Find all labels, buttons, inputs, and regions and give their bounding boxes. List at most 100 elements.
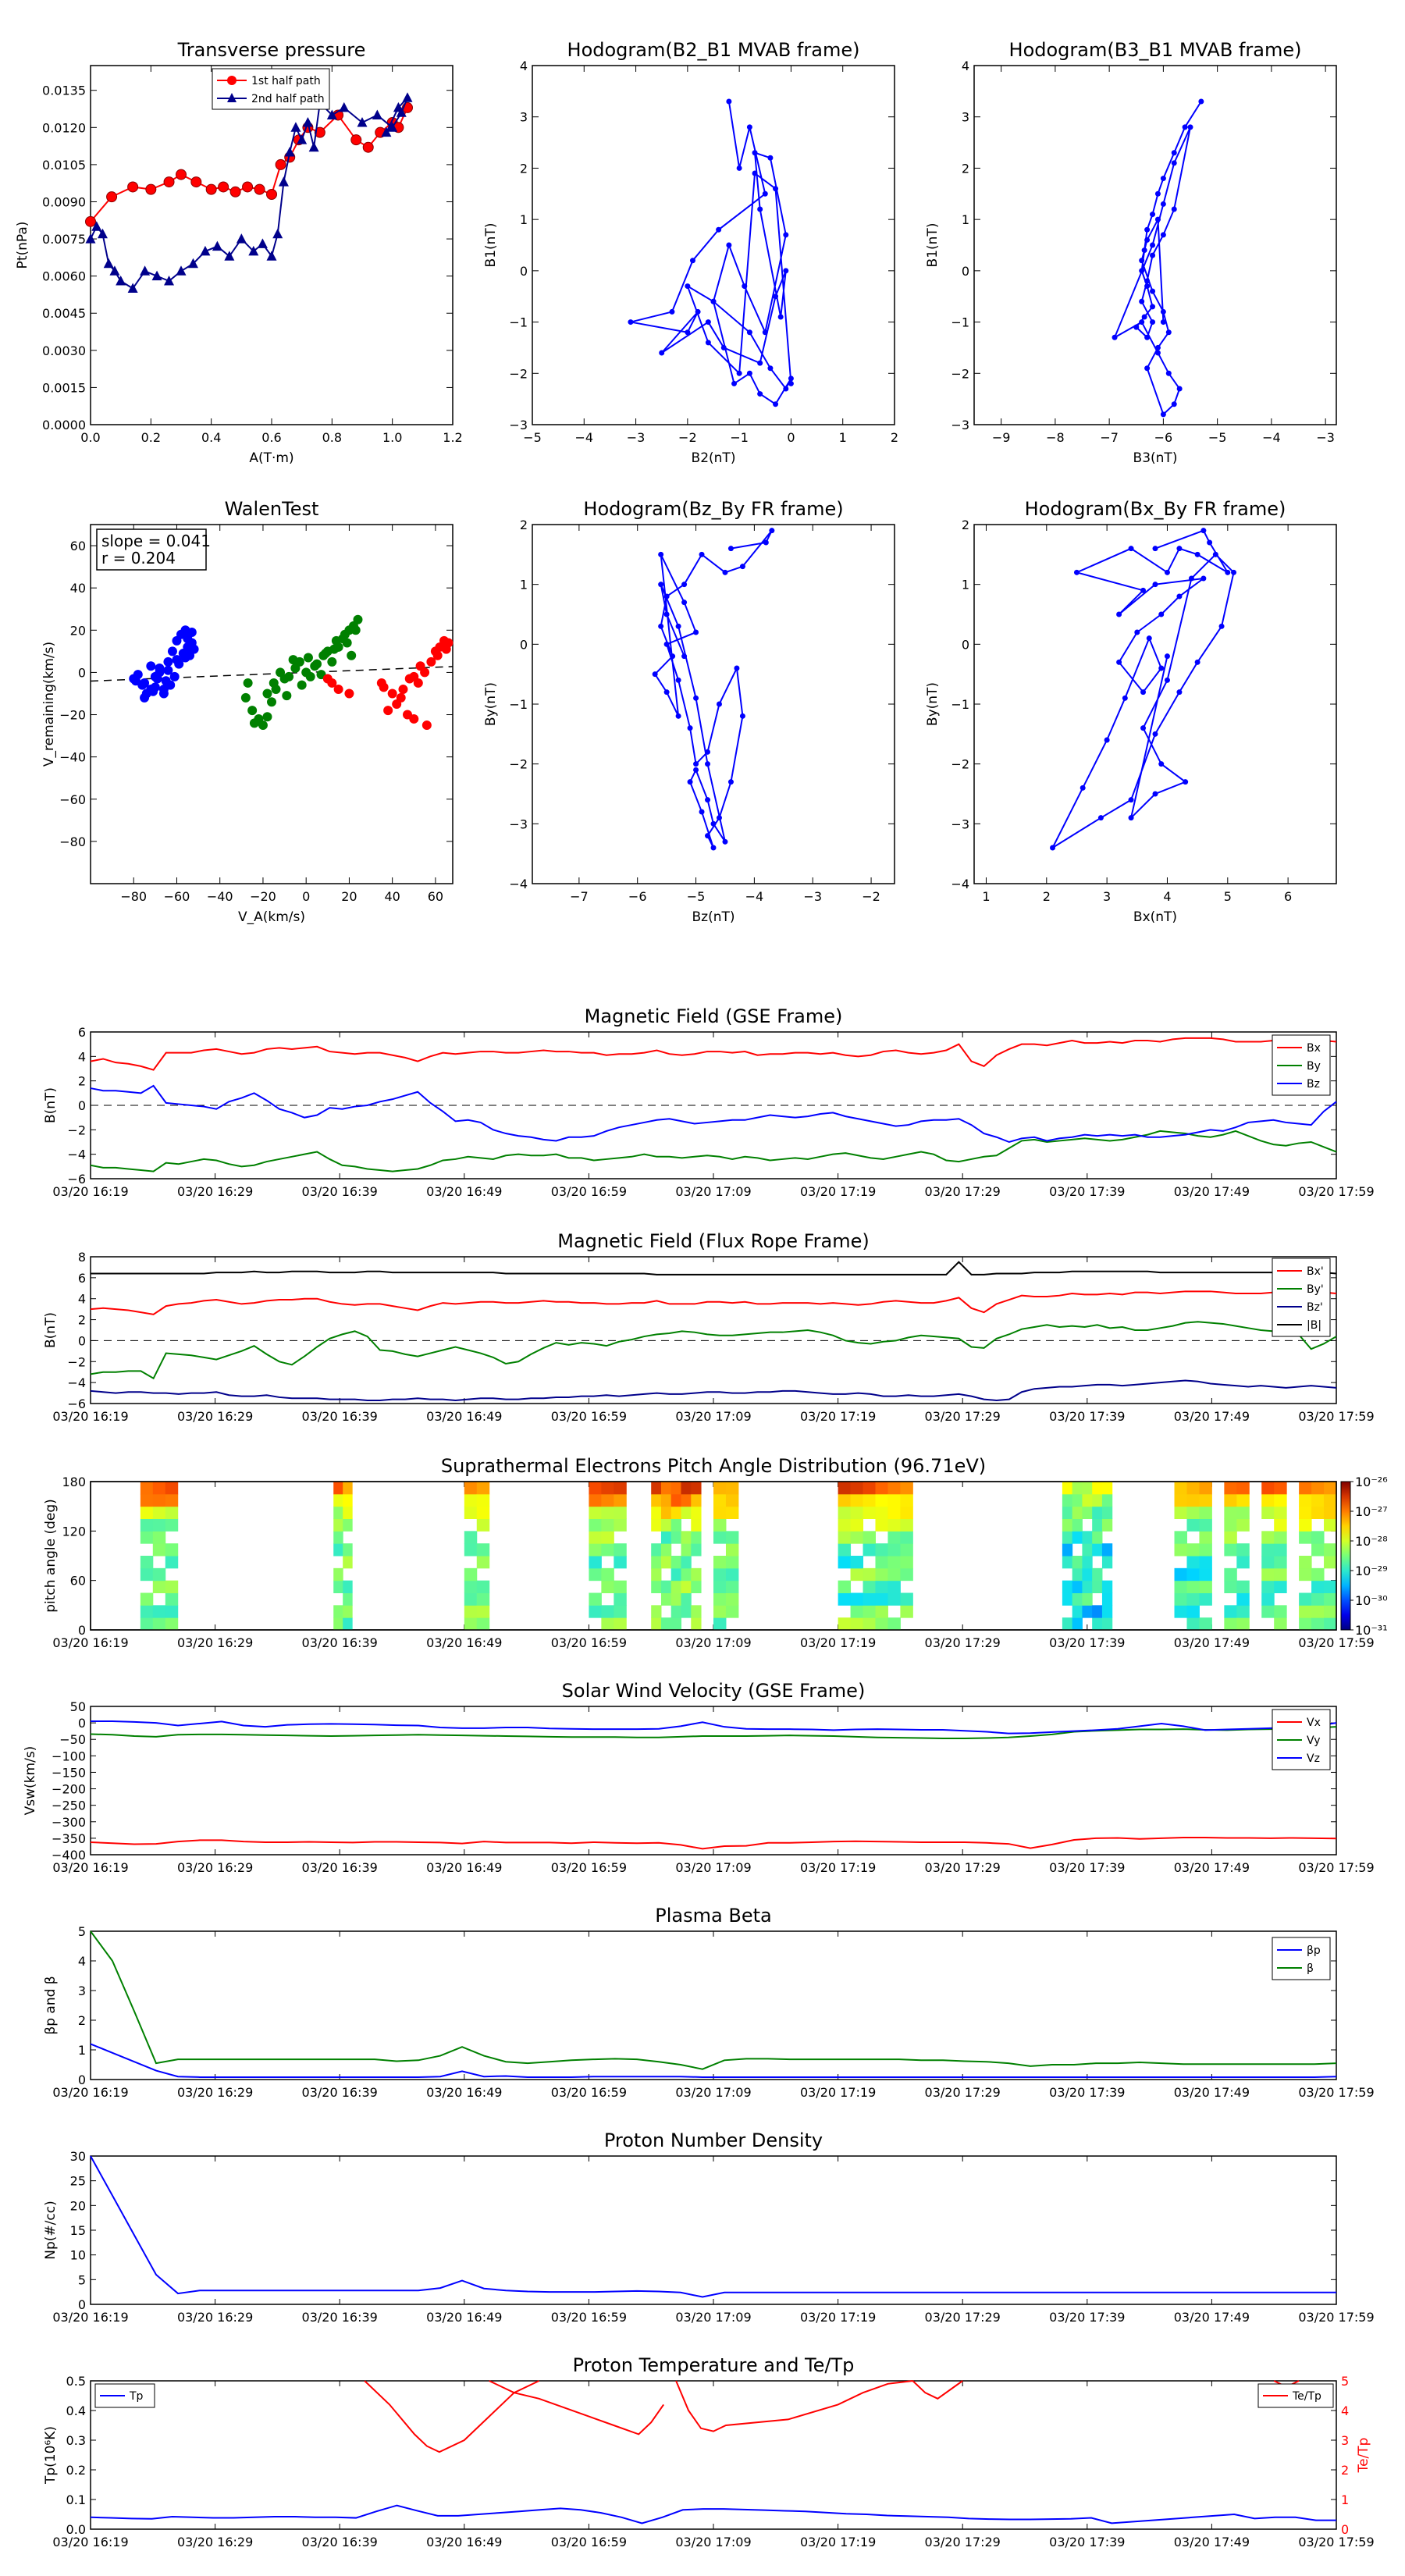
heatmap-cell — [343, 1482, 353, 1495]
time-tick-label: 03/20 16:39 — [302, 2310, 378, 2325]
x-tick-label: −7 — [570, 889, 589, 904]
heatmap-cell — [863, 1531, 876, 1544]
data-point — [350, 625, 361, 635]
time-tick-label: 03/20 17:39 — [1049, 2085, 1125, 2100]
heatmap-cell — [713, 1567, 727, 1582]
data-point — [1144, 226, 1151, 233]
heatmap-cell — [1186, 1580, 1200, 1593]
heatmap-cell — [1274, 1567, 1287, 1582]
data-point — [1152, 791, 1158, 797]
heatmap-cell — [691, 1580, 702, 1593]
y-tick-label: 5 — [78, 1924, 86, 1939]
data-point — [757, 391, 763, 397]
y-tick-label: −4 — [67, 1147, 86, 1162]
y-tick-label: −1 — [509, 697, 528, 712]
heatmap-cell — [601, 1493, 614, 1507]
heatmap-cell — [713, 1506, 727, 1519]
hodogram-b3-b1-frame — [973, 65, 1337, 425]
y-tick-label: 0 — [78, 1333, 86, 1348]
time-tick-label: 03/20 17:29 — [925, 2535, 1001, 2549]
heatmap-cell — [660, 1556, 672, 1569]
data-point — [302, 116, 313, 127]
time-tick-label: 03/20 17:49 — [1174, 2310, 1250, 2325]
heatmap-cell — [900, 1543, 913, 1557]
data-point — [415, 661, 425, 671]
heatmap-cell — [1274, 1617, 1287, 1631]
data-point — [344, 688, 354, 699]
heatmap-cell — [1199, 1482, 1212, 1495]
data-point — [773, 401, 779, 407]
data-point — [422, 720, 432, 731]
y-tick-label: −2 — [509, 757, 528, 772]
time-tick-label: 03/20 17:09 — [675, 2085, 751, 2100]
data-point — [262, 688, 272, 699]
data-point — [1187, 124, 1193, 130]
data-point — [687, 779, 693, 785]
heatmap-cell — [614, 1580, 627, 1593]
data-point — [387, 122, 398, 132]
y-tick-label: 2 — [520, 161, 528, 176]
data-point — [1139, 319, 1145, 326]
heatmap-cell — [1072, 1482, 1083, 1495]
data-point — [1164, 569, 1170, 575]
time-tick-label: 03/20 16:49 — [426, 1860, 502, 1875]
time-tick-label: 03/20 17:59 — [1298, 1635, 1374, 1650]
heatmap-cell — [464, 1605, 478, 1618]
heatmap-cell — [601, 1543, 614, 1557]
heatmap-cell — [1092, 1605, 1103, 1618]
heatmap-cell — [900, 1518, 913, 1532]
data-point — [788, 375, 794, 382]
data-point — [339, 101, 350, 112]
time-tick-label: 03/20 16:29 — [177, 2085, 253, 2100]
heatmap-cell — [1199, 1567, 1212, 1582]
data-point — [1200, 575, 1207, 582]
y-tick-label: 3 — [520, 110, 528, 125]
y-tick-label: 10 — [70, 2248, 86, 2263]
heatmap-cell — [1092, 1617, 1103, 1631]
right-tick-label: 4 — [1341, 2403, 1349, 2418]
heatmap-cell — [1082, 1556, 1093, 1569]
data-point — [727, 546, 734, 552]
y-tick-label: −60 — [59, 792, 86, 807]
heatmap-cell — [900, 1567, 913, 1582]
heatmap-cell — [152, 1605, 166, 1618]
series-line-Vz — [91, 1720, 1337, 1735]
legend-label: By — [1307, 1060, 1321, 1073]
data-point — [716, 815, 722, 821]
heatmap-cell — [1062, 1493, 1073, 1507]
time-tick-label: 03/20 17:59 — [1298, 2310, 1374, 2325]
x-tick-label: 3 — [1103, 889, 1111, 904]
data-point — [1182, 124, 1188, 130]
data-point — [1198, 98, 1204, 105]
data-point — [1160, 319, 1166, 326]
hodogram-b3-b1-series-line-0 — [1113, 101, 1202, 416]
data-point — [1183, 779, 1189, 785]
colorbar-label: 10⁻²⁹ — [1355, 1564, 1388, 1578]
heatmap-cell — [152, 1531, 166, 1544]
x-tick-label: −3 — [803, 889, 822, 904]
heatmap-cell — [1261, 1531, 1275, 1544]
heatmap-cell — [589, 1506, 602, 1519]
heatmap-cell — [333, 1482, 343, 1495]
data-point — [722, 569, 728, 575]
data-point — [1152, 582, 1158, 588]
data-point — [303, 653, 313, 663]
time-tick-label: 03/20 17:49 — [1174, 1860, 1250, 1875]
heatmap-cell — [140, 1482, 154, 1495]
heatmap-cell — [681, 1556, 692, 1569]
hodogram-b3-b1-xlabel: B3(nT) — [1133, 450, 1178, 466]
data-point — [432, 650, 443, 660]
data-point — [310, 661, 320, 671]
heatmap-cell — [1299, 1556, 1312, 1569]
data-point — [1128, 546, 1134, 552]
y-tick-label: 3 — [78, 1984, 86, 1998]
proton-density-title: Proton Number Density — [604, 2129, 823, 2151]
y-tick-label: 0.0030 — [42, 343, 86, 358]
time-tick-label: 03/20 16:59 — [551, 2310, 627, 2325]
solar-wind-velocity-title: Solar Wind Velocity (GSE Frame) — [562, 1680, 866, 1702]
heatmap-cell — [1082, 1605, 1093, 1618]
data-point — [1128, 797, 1134, 803]
heatmap-cell — [1324, 1518, 1337, 1532]
heatmap-cell — [875, 1580, 888, 1593]
data-point — [727, 779, 734, 785]
